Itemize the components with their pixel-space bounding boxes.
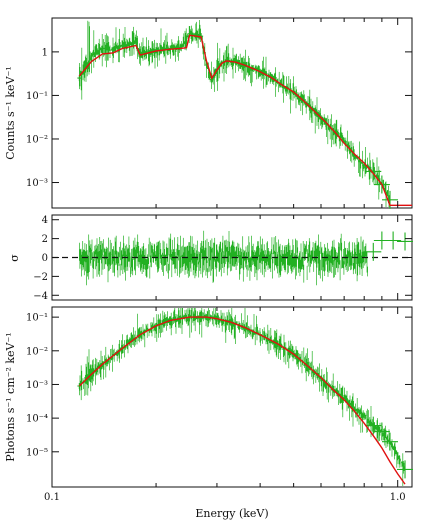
data-point xyxy=(142,49,147,56)
data-point xyxy=(381,190,398,209)
counts-spectrum-panel: 1 10⁻¹ 10⁻² 10⁻³ Counts s⁻¹ keV⁻¹ xyxy=(4,17,413,209)
data-point xyxy=(77,383,82,390)
data-point xyxy=(373,422,390,441)
data-noise-texture xyxy=(79,308,405,486)
photons-ylabel: Photons s⁻¹ cm⁻² keV⁻¹ xyxy=(4,332,17,461)
data-point xyxy=(89,53,94,60)
x-tick-label: 1.0 xyxy=(390,492,406,503)
y-tick-label: 1 xyxy=(42,47,48,58)
data-point xyxy=(385,231,402,250)
counts-ylabel: Counts s⁻¹ keV⁻¹ xyxy=(4,66,17,159)
y-tick-label: −2 xyxy=(33,272,48,283)
counts-plot-frame xyxy=(51,17,413,209)
y-tick-label: 10⁻¹ xyxy=(26,91,48,102)
y-tick-label: 10⁻² xyxy=(26,346,48,357)
y-tick-label: 4 xyxy=(42,215,48,226)
y-tick-label: 10⁻³ xyxy=(26,380,48,391)
data-point xyxy=(224,57,229,64)
residuals-panel: 4 2 0 −2 −4 σ xyxy=(8,214,414,302)
y-tick-label: 10⁻³ xyxy=(26,178,48,189)
data-point xyxy=(365,416,382,435)
data-point xyxy=(365,162,382,181)
model-line xyxy=(78,34,412,207)
y-tick-label: 0 xyxy=(42,253,48,264)
y-tick-label: 2 xyxy=(42,234,48,245)
data-point xyxy=(365,242,382,261)
data-point xyxy=(381,432,398,451)
data-point xyxy=(77,75,82,82)
unfolded-spectrum-panel: 10⁻¹ 10⁻² 10⁻³ 10⁻⁴ 10⁻⁵ 0.1 1.0 Photons s⁻¹ c… xyxy=(4,306,414,520)
data-point xyxy=(100,45,105,52)
y-tick-label: 10⁻² xyxy=(26,134,48,145)
y-tick-label: 10⁻⁵ xyxy=(26,447,48,458)
data-point xyxy=(397,232,414,251)
y-tick-label: −4 xyxy=(33,291,48,302)
photons-plot-frame xyxy=(51,306,413,488)
data-point xyxy=(120,42,125,49)
data-point xyxy=(397,460,414,479)
y-tick-label: 10⁻⁴ xyxy=(26,414,48,425)
y-tick-label: 10⁻¹ xyxy=(26,313,48,324)
model-line xyxy=(78,316,406,485)
residuals-ylabel: σ xyxy=(8,254,21,262)
x-tick-label: 0.1 xyxy=(44,492,60,503)
data-point xyxy=(110,47,115,54)
data-point xyxy=(154,47,159,54)
data-point xyxy=(362,412,367,419)
energy-xlabel: Energy (keV) xyxy=(195,507,268,520)
